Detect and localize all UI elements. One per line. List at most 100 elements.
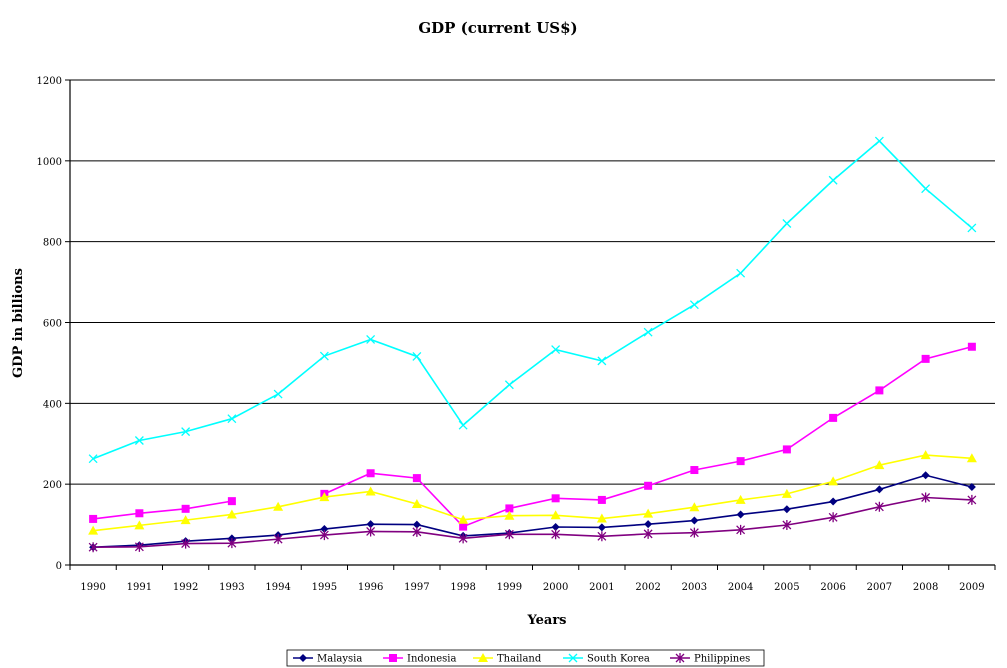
data-point [781, 488, 792, 498]
data-point [551, 523, 560, 532]
data-point [644, 520, 653, 529]
data-point [689, 300, 699, 310]
x-tick-label: 1993 [219, 582, 244, 593]
data-point [412, 520, 421, 529]
data-point [597, 523, 606, 532]
data-point [875, 485, 884, 494]
data-point [181, 538, 191, 549]
data-point [967, 223, 977, 233]
data-point [88, 454, 98, 464]
data-point [273, 501, 284, 511]
tick-labels: 0 200 400 600 800 1000 1200 1990 1991 1992 1993 199… [37, 76, 985, 593]
series-philippines [88, 492, 977, 553]
series-indonesia [89, 342, 976, 531]
data-point [874, 501, 884, 512]
x-tick-label: 1999 [497, 582, 522, 593]
x-tick-label: 2005 [774, 582, 799, 593]
data-point [921, 184, 931, 194]
data-point [458, 533, 468, 544]
data-point [921, 354, 930, 363]
grid-lines [70, 79, 995, 485]
x-tick-label: 1997 [404, 582, 429, 593]
data-point [88, 525, 99, 535]
series-line [93, 496, 972, 549]
x-tick-label: 2000 [543, 582, 568, 593]
series-line [93, 500, 233, 520]
data-point [458, 514, 469, 524]
legend-swatch-marker [478, 653, 488, 662]
y-axis-label: GDP in billions [11, 268, 26, 378]
data-point [690, 466, 699, 475]
data-point [828, 175, 838, 185]
data-point [736, 268, 746, 278]
data-point [782, 445, 791, 454]
x-tick-label: 2001 [589, 582, 614, 593]
x-tick-label: 2002 [635, 582, 660, 593]
series-group [88, 136, 977, 553]
data-point [412, 351, 422, 361]
axes [65, 79, 996, 570]
data-point [504, 380, 514, 390]
data-point [89, 514, 98, 523]
y-tick-label: 0 [56, 561, 62, 572]
data-point [366, 335, 376, 344]
y-tick-label: 1000 [37, 157, 62, 168]
data-point [227, 538, 237, 549]
data-point [875, 386, 884, 395]
x-tick-label: 1996 [358, 582, 383, 593]
x-tick-label: 2004 [728, 582, 753, 593]
data-point [226, 509, 237, 519]
data-point [551, 494, 560, 503]
data-point [967, 494, 977, 505]
data-point [459, 522, 468, 531]
data-point [874, 136, 884, 146]
data-point [551, 345, 561, 355]
data-point [134, 541, 144, 552]
data-point [920, 450, 931, 460]
data-point [411, 498, 422, 508]
x-tick-label: 1995 [312, 582, 337, 593]
data-point [643, 327, 653, 337]
y-tick-label: 400 [43, 399, 62, 410]
data-point [921, 471, 930, 480]
x-tick-label: 1998 [450, 582, 475, 593]
data-point [319, 492, 330, 502]
data-point [504, 529, 514, 540]
x-tick-label: 1994 [265, 582, 290, 593]
data-point [829, 497, 838, 506]
series-line [93, 474, 973, 549]
series-line [324, 345, 973, 528]
data-point [643, 508, 654, 518]
data-point [736, 457, 745, 466]
data-point [597, 356, 607, 366]
data-point [505, 504, 514, 513]
data-point [735, 494, 746, 504]
data-point [88, 542, 98, 553]
x-axis-label: Years [526, 613, 566, 628]
data-point [597, 531, 607, 542]
data-point [366, 526, 376, 537]
legend-entry: South Korea [587, 654, 650, 665]
data-point [319, 530, 329, 541]
x-tick-label: 1992 [173, 582, 198, 593]
legend-entry: Thailand [497, 654, 542, 665]
x-tick-label: 1991 [127, 582, 152, 593]
data-point [551, 529, 561, 540]
data-point [828, 476, 839, 486]
data-point [689, 502, 700, 512]
x-tick-label: 2007 [867, 582, 892, 593]
data-point [967, 342, 976, 351]
data-point [874, 460, 885, 470]
series-south-korea [88, 136, 977, 464]
series-line [92, 139, 973, 460]
series-thailand [88, 450, 977, 535]
data-point [227, 414, 237, 424]
data-point [690, 516, 699, 525]
legend-box [286, 649, 765, 667]
legend-entry: Philippines [694, 654, 750, 665]
data-point [134, 436, 144, 445]
data-point [689, 527, 699, 538]
legend: Malaysia Indonesia Thailand South Korea Phil… [286, 649, 765, 667]
data-point [921, 492, 931, 503]
